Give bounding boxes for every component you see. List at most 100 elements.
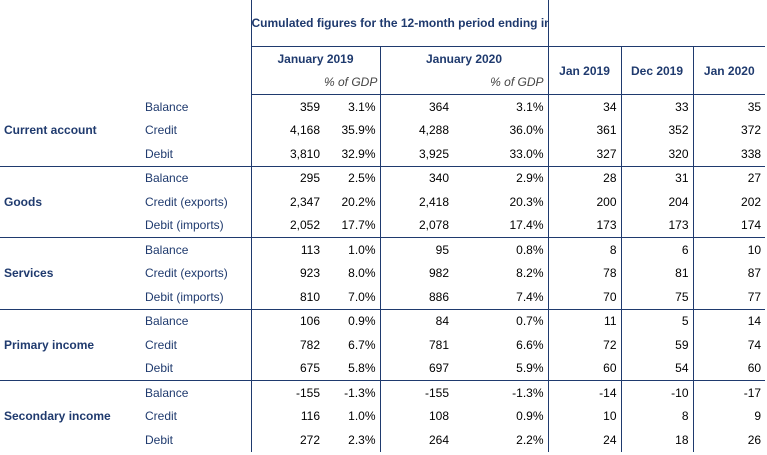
cell-m1: 327 xyxy=(548,142,622,167)
row-label: Balance xyxy=(145,171,189,186)
cell-m1: 60 xyxy=(548,356,622,381)
cell-m1: 28 xyxy=(548,166,622,190)
cell-v1: -155 xyxy=(250,380,324,405)
cell-v1: 359 xyxy=(250,94,324,119)
cell-p1: 3.1% xyxy=(348,99,376,114)
cell-m3: 77 xyxy=(693,285,766,310)
cell-m3: 74 xyxy=(747,337,762,352)
cell-m2: 352 xyxy=(621,118,694,142)
month-header-3: Jan 2020 xyxy=(693,46,766,95)
cell-v2: 95 xyxy=(379,237,453,262)
cell-v1: 113 xyxy=(250,237,324,262)
table-row: Credit (exports) 2,347 20.2% 2,418 20.3%… xyxy=(0,190,765,214)
cell-p1: -1.3% xyxy=(344,385,376,400)
row-label: Credit xyxy=(145,409,178,424)
table-row: Credit (exports) 923 8.0% 982 8.2% 78 81… xyxy=(0,261,765,285)
cell-v2: 2,078 xyxy=(379,213,453,238)
cell-v1: 272 xyxy=(250,428,324,452)
cell-v1: 675 xyxy=(250,356,324,381)
cell-m2: 81 xyxy=(621,261,694,285)
gdp-label-2: % of GDP xyxy=(453,70,549,95)
section-name: Goods xyxy=(0,166,141,238)
cell-p2: 8.2% xyxy=(453,261,549,285)
cell-m1: -14 xyxy=(548,380,622,405)
period1-header: January 2019 xyxy=(250,46,380,70)
cell-m1: 173 xyxy=(548,213,622,238)
row-label: Credit (exports) xyxy=(145,266,228,281)
cell-v1: 782 xyxy=(250,333,324,357)
cell-p1: 2.3% xyxy=(348,432,376,447)
cell-v2: 3,925 xyxy=(379,142,453,167)
cell-m3: 26 xyxy=(747,432,762,447)
cell-m2: 59 xyxy=(621,333,694,357)
cell-p2: 17.4% xyxy=(453,213,549,238)
row-label: Balance xyxy=(145,99,189,114)
cell-p2: 2.2% xyxy=(453,428,549,452)
cell-v2: 697 xyxy=(379,356,453,381)
cell-p2: 0.7% xyxy=(453,309,549,333)
section-name: Current account xyxy=(0,94,141,167)
cell-m2: 173 xyxy=(621,213,694,238)
cell-p2: 5.9% xyxy=(453,356,549,381)
section-name: Primary income xyxy=(0,309,141,381)
section-name: Services xyxy=(0,237,141,310)
cell-m3: 338 xyxy=(693,142,766,167)
table-row: Debit 272 2.3% 264 2.2% 24 18 26 xyxy=(0,428,765,452)
cell-p1: 2.5% xyxy=(348,171,376,186)
table-row: Debit 3,810 32.9% 3,925 33.0% 327 320 33… xyxy=(0,142,766,167)
cell-p1: 35.9% xyxy=(341,123,376,138)
cell-v2: 264 xyxy=(379,428,453,452)
cell-m2: 31 xyxy=(621,166,694,190)
cell-p1: 32.9% xyxy=(324,142,380,167)
cell-p1: 6.7% xyxy=(348,337,376,352)
group-title: Cumulated figures for the 12-month perio… xyxy=(250,0,549,47)
section-name: Secondary income xyxy=(4,409,111,424)
table-row: Debit (imports) 810 7.0% 886 7.4% 70 75 … xyxy=(0,285,766,310)
cell-v1: 810 xyxy=(250,285,324,310)
cell-p2: 7.4% xyxy=(453,285,549,310)
cell-m2: 33 xyxy=(621,94,694,119)
table-header: Cumulated figures for the 12-month perio… xyxy=(0,0,766,95)
cell-v1: 4,168 xyxy=(250,118,324,142)
cell-v1: 106 xyxy=(250,309,324,333)
cell-v1: 116 xyxy=(250,404,324,428)
table-row: Primary income Balance 106 0.9% 84 0.7% … xyxy=(0,309,765,381)
cell-m3: 372 xyxy=(741,123,762,138)
cell-p1: 1.0% xyxy=(348,409,376,424)
cell-p1: 20.2% xyxy=(341,194,376,209)
table-row: Credit 782 6.7% 781 6.6% 72 59 74 xyxy=(0,333,765,357)
month-header-2: Dec 2019 xyxy=(621,46,694,95)
table-row: Goods Balance 295 2.5% 340 2.9% 28 31 27 xyxy=(0,166,765,238)
table-row: Debit (imports) 2,052 17.7% 2,078 17.4% … xyxy=(0,213,766,238)
cell-m3: 14 xyxy=(747,314,762,329)
row-label: Credit (exports) xyxy=(145,194,228,209)
gdp-label-1: % of GDP xyxy=(324,70,380,95)
cell-m2: 8 xyxy=(621,404,694,428)
cell-v2: 2,418 xyxy=(379,190,453,214)
cell-p1: 0.9% xyxy=(348,314,376,329)
cell-v1: 923 xyxy=(250,261,324,285)
row-label: Balance xyxy=(145,314,189,329)
cell-p2: 3.1% xyxy=(453,94,549,119)
month-header-1: Jan 2019 xyxy=(548,46,622,95)
cell-m3: 35 xyxy=(747,99,762,114)
cell-p2: 0.8% xyxy=(453,237,549,262)
row-label: Debit (imports) xyxy=(141,213,251,238)
cell-m2: 204 xyxy=(621,190,694,214)
cell-m1: 78 xyxy=(548,261,622,285)
cell-m3: 202 xyxy=(741,194,762,209)
cell-m2: 75 xyxy=(621,285,694,310)
cell-p1: 8.0% xyxy=(348,266,376,281)
table-row: Secondary income Balance -155 -1.3% -155… xyxy=(0,380,765,423)
cell-m3: 10 xyxy=(747,242,762,257)
cell-v2: 340 xyxy=(379,166,453,190)
cell-p2: 36.0% xyxy=(453,118,549,142)
cell-m2: 54 xyxy=(621,356,694,381)
cell-v1: 3,810 xyxy=(250,142,324,167)
cell-p2: -1.3% xyxy=(453,380,549,405)
cell-v1: 2,347 xyxy=(250,190,324,214)
cell-p2: 2.9% xyxy=(453,166,549,190)
cell-p1: 17.7% xyxy=(324,213,380,238)
cell-m1: 72 xyxy=(548,333,622,357)
